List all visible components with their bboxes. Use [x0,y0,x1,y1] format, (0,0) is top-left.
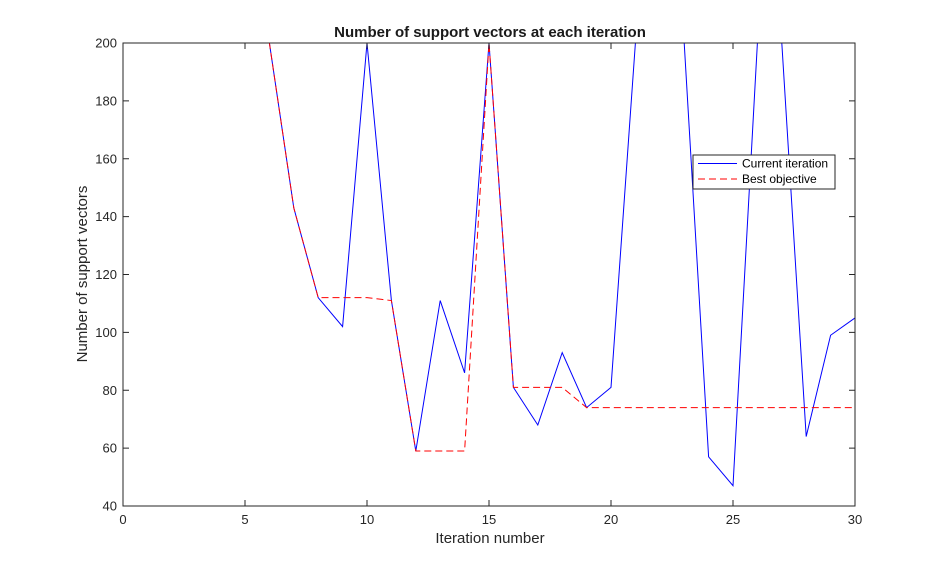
y-tick-label: 140 [95,209,117,224]
y-tick-label: 80 [103,383,117,398]
chart-title: Number of support vectors at each iterat… [334,24,646,41]
legend-label: Current iteration [742,157,828,171]
x-tick-label: 30 [848,512,862,527]
x-tick-label: 5 [241,512,248,527]
plot-area [123,43,855,506]
y-tick-label: 200 [95,36,117,51]
x-tick-label: 0 [119,512,126,527]
x-tick-label: 15 [482,512,496,527]
legend-label: Best objective [742,172,817,186]
y-tick-label: 160 [95,151,117,166]
legend-box [692,154,836,190]
y-tick-label: 60 [103,441,117,456]
y-tick-label: 120 [95,267,117,282]
x-tick-label: 25 [726,512,740,527]
y-axis-label: Number of support vectors [74,186,91,363]
x-tick-label: 10 [360,512,374,527]
y-tick-label: 100 [95,325,117,340]
y-tick-label: 40 [103,499,117,514]
x-tick-label: 20 [604,512,618,527]
x-axis-label: Iteration number [435,530,544,547]
y-tick-label: 180 [95,93,117,108]
series-line-best-objective [147,42,855,452]
